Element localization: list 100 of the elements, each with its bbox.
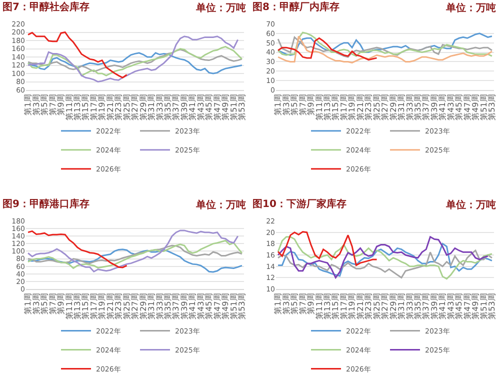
x-tick-label: 第47周: [212, 94, 222, 120]
x-tick-label: 第39周: [180, 94, 189, 120]
x-tick-label: 第29周: [138, 293, 148, 320]
x-tick-label: 第21周: [106, 94, 115, 120]
x-tick-label: 第13周: [323, 293, 332, 320]
x-tick-label: 第45周: [204, 293, 214, 320]
line-series: [27, 230, 239, 272]
chart-title: 图9：甲醇港口库存: [2, 198, 90, 210]
x-tick-label: 第39周: [430, 293, 439, 320]
x-tick-label: 第41周: [188, 293, 198, 320]
x-tick-label: 第33周: [405, 94, 414, 120]
x-tick-label: 第29周: [388, 293, 398, 320]
x-tick-label: 第5周: [290, 94, 300, 116]
x-tick-label: 第29周: [138, 94, 148, 120]
x-tick-label: 第11周: [64, 293, 74, 320]
x-tick-label: 第41周: [188, 94, 198, 120]
x-tick-label: 第5周: [290, 293, 300, 314]
x-tick-label: 第25周: [372, 293, 382, 320]
x-tick-label: 第49周: [221, 94, 230, 120]
x-tick-label: 第23周: [364, 293, 374, 320]
x-tick-label: 第13周: [73, 293, 82, 320]
x-tick-label: 第29周: [388, 94, 398, 120]
x-tick-label: 第31周: [147, 94, 156, 120]
line-series: [277, 250, 493, 278]
line-series: [27, 230, 128, 268]
x-tick-label: 第35周: [164, 94, 173, 120]
x-tick-label: 第17周: [339, 293, 348, 320]
text: 单位：万吨: [445, 2, 496, 14]
x-tick-label: 第15周: [331, 94, 340, 120]
text: 单位：万吨: [195, 199, 246, 211]
x-tick-label: 第31周: [397, 293, 406, 320]
x-tick-label: 第11周: [314, 94, 324, 120]
chart-title: 图7：甲醇社会库存: [2, 0, 90, 13]
x-tick-label: 第19周: [348, 293, 357, 320]
x-tick-label: 第53周: [238, 94, 247, 120]
line-series: [277, 36, 493, 64]
line-series: [27, 36, 239, 82]
x-tick-label: 第13周: [323, 94, 332, 120]
x-tick-label: 第9周: [306, 293, 316, 314]
x-tick-label: 第31周: [147, 293, 156, 320]
x-tick-label: 第45周: [204, 94, 214, 120]
x-tick-label: 第43周: [446, 293, 456, 320]
line-series: [27, 248, 243, 273]
x-tick-label: 第5周: [40, 293, 50, 314]
x-tick-label: 第1周: [24, 293, 33, 314]
text: 单位：万吨: [445, 199, 496, 211]
x-tick-label: 第47周: [462, 94, 472, 120]
x-tick-label: 第23周: [114, 293, 124, 320]
x-tick-label: 第39周: [180, 293, 189, 320]
x-tick-label: 第19周: [98, 94, 107, 120]
line-series: [27, 32, 128, 78]
x-tick-label: 第53周: [488, 94, 497, 120]
line-series: [27, 240, 243, 269]
x-tick-label: 第7周: [48, 293, 58, 314]
x-tick-label: 第41周: [438, 94, 448, 120]
x-tick-label: 第49周: [221, 293, 230, 320]
x-tick-label: 第51周: [229, 94, 238, 120]
x-tick-label: 第27周: [130, 94, 140, 120]
x-tick-label: 第47周: [212, 293, 222, 320]
line-series: [27, 52, 243, 74]
x-tick-label: 第53周: [488, 293, 497, 320]
x-tick-label: 第19周: [348, 94, 357, 120]
x-tick-label: 第11周: [64, 94, 74, 120]
line-series: [277, 36, 493, 58]
x-tick-label: 第25周: [372, 94, 382, 120]
x-tick-label: 第53周: [238, 293, 247, 320]
x-tick-label: 第51周: [229, 293, 238, 320]
chart-title: 图8：甲醇厂内库存: [252, 0, 340, 13]
x-tick-label: 第17周: [89, 94, 98, 120]
text: 单位：万吨: [195, 2, 246, 14]
x-tick-label: 第21周: [106, 293, 115, 320]
x-tick-label: 第23周: [114, 94, 124, 120]
x-tick-label: 第3周: [32, 293, 41, 314]
x-tick-label: 第45周: [454, 94, 464, 120]
x-tick-label: 第37周: [422, 293, 431, 320]
x-tick-label: 第17周: [89, 293, 98, 320]
x-tick-label: 第35周: [414, 293, 423, 320]
x-tick-label: 第13周: [73, 94, 82, 120]
line-series: [27, 244, 243, 264]
x-tick-label: 第3周: [282, 293, 291, 314]
x-tick-label: 第1周: [274, 94, 283, 116]
x-tick-label: 第15周: [81, 94, 90, 120]
x-tick-label: 第47周: [462, 293, 472, 320]
x-tick-label: 第9周: [56, 94, 66, 116]
x-tick-label: 第3周: [282, 94, 291, 116]
x-tick-label: 第25周: [122, 94, 132, 120]
x-tick-label: 第5周: [40, 94, 50, 116]
x-tick-label: 第45周: [454, 293, 464, 320]
x-tick-label: 第17周: [339, 94, 348, 120]
x-tick-label: 第27周: [380, 94, 390, 120]
x-tick-label: 第43周: [446, 94, 456, 120]
x-tick-label: 第37周: [172, 94, 181, 120]
line-series: [277, 231, 378, 266]
x-tick-label: 第9周: [56, 293, 66, 314]
x-tick-label: 第41周: [438, 293, 448, 320]
x-tick-label: 第49周: [471, 293, 480, 320]
x-tick-label: 第9周: [306, 94, 316, 116]
x-tick-label: 第11周: [314, 293, 324, 320]
x-tick-label: 第21周: [356, 94, 365, 120]
x-tick-label: 第23周: [364, 94, 374, 120]
